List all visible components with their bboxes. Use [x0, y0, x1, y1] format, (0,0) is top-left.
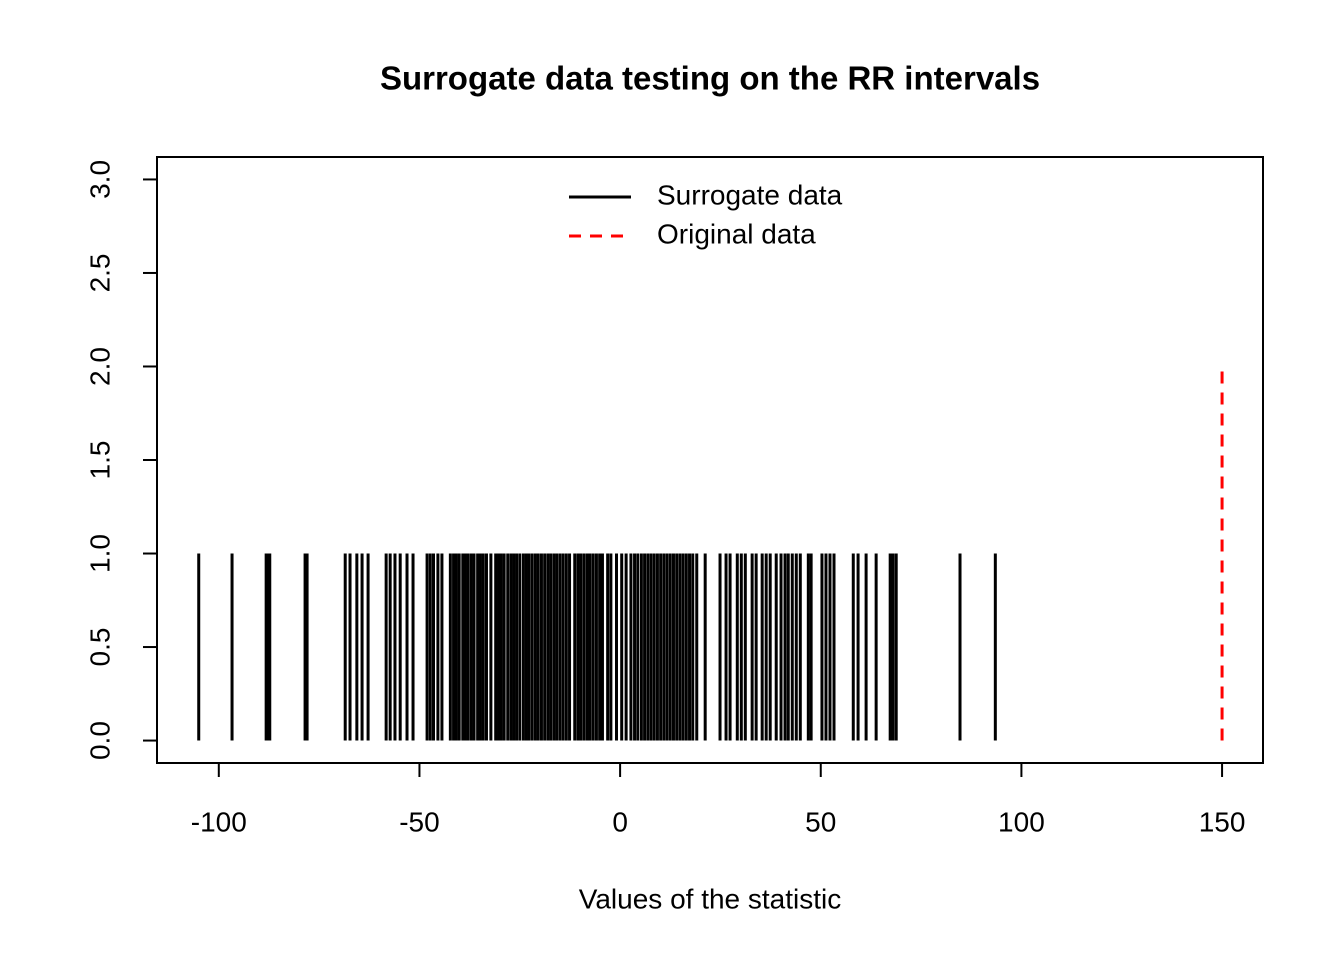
x-axis-label: Values of the statistic — [579, 883, 842, 914]
x-tick-label: 150 — [1199, 806, 1246, 837]
x-tick-label: -100 — [191, 806, 247, 837]
y-tick-label: 1.5 — [84, 441, 115, 480]
y-tick-label: 3.0 — [84, 160, 115, 199]
x-tick-label: 0 — [612, 806, 628, 837]
x-tick-label: -50 — [399, 806, 439, 837]
y-tick-label: 2.5 — [84, 253, 115, 292]
chart-title: Surrogate data testing on the RR interva… — [380, 60, 1040, 97]
y-tick-label: 2.0 — [84, 347, 115, 386]
x-tick-label: 100 — [998, 806, 1045, 837]
y-tick-label: 0.5 — [84, 628, 115, 667]
legend-label: Original data — [657, 218, 816, 249]
legend-label: Surrogate data — [657, 179, 843, 210]
x-tick-label: 50 — [805, 806, 836, 837]
y-tick-label: 0.0 — [84, 721, 115, 760]
y-tick-label: 1.0 — [84, 534, 115, 573]
